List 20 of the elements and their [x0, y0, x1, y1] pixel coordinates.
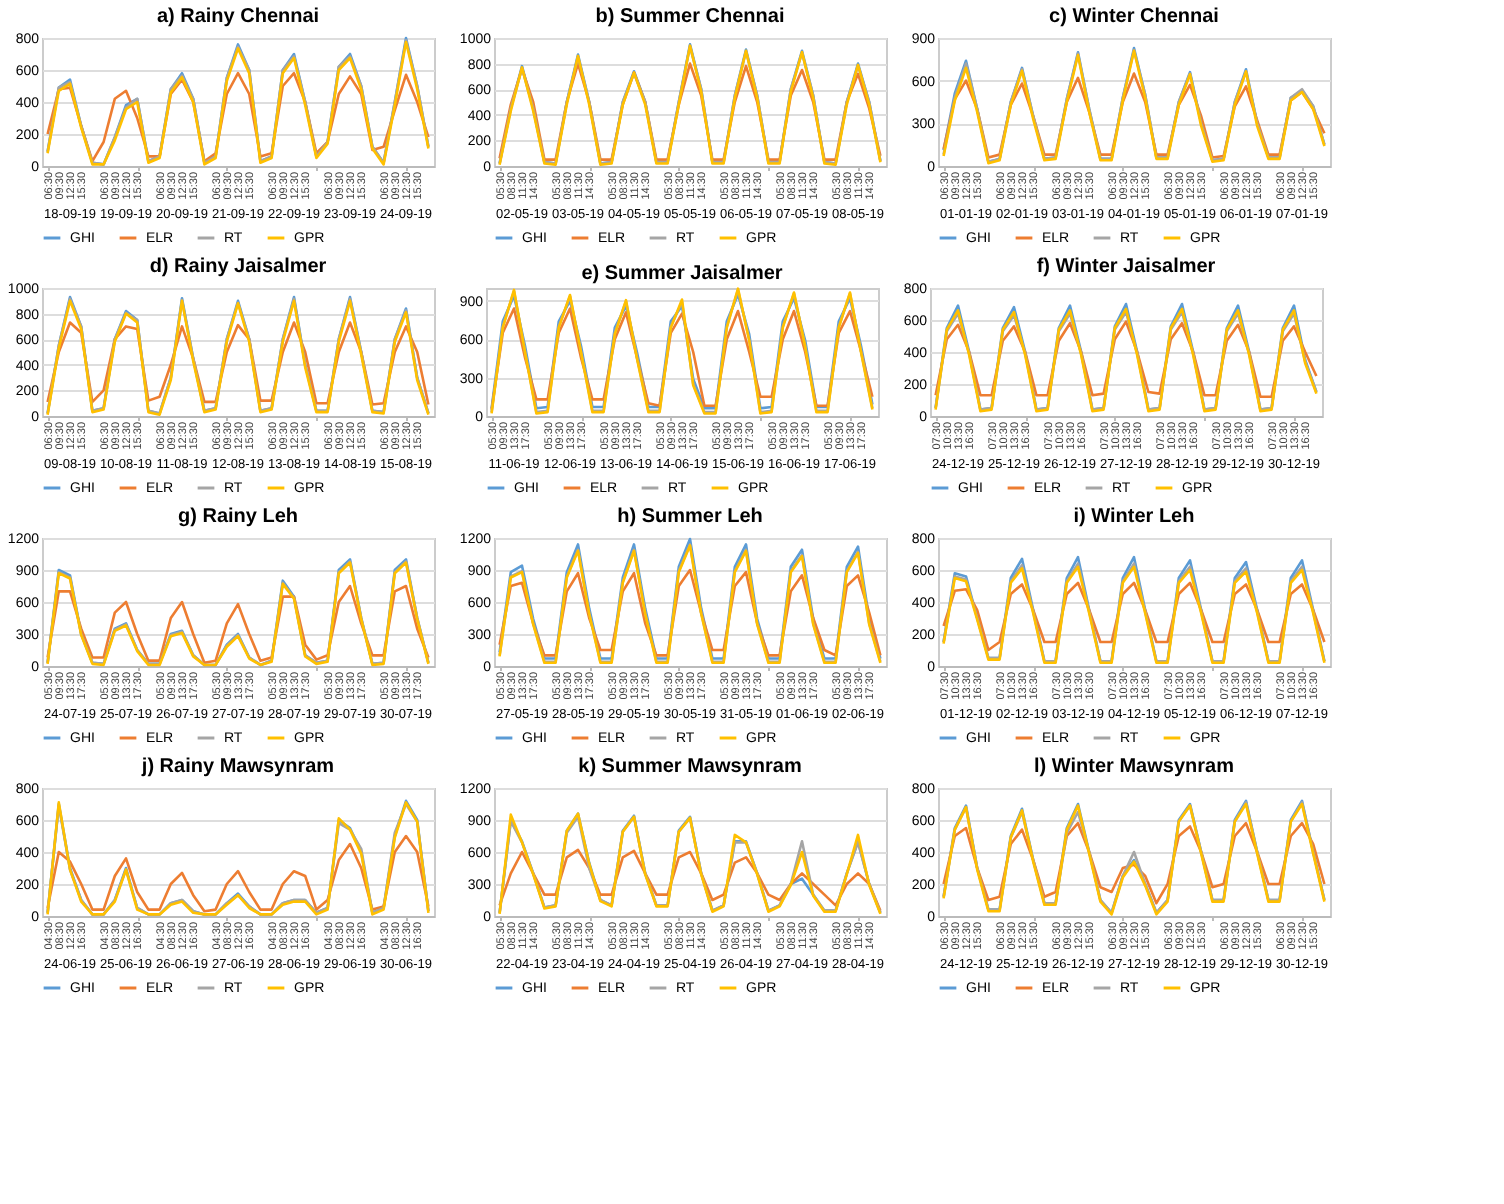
line-series — [942, 821, 1326, 905]
chart-title: e) Summer Jaisalmer — [581, 263, 783, 286]
chart-title: h) Summer Leh — [617, 506, 763, 528]
chart-title: f) Winter Jaisalmer — [1036, 256, 1216, 278]
line-series — [498, 568, 882, 657]
line-series — [46, 321, 430, 406]
chart-title: b) Summer Chennai — [595, 6, 785, 28]
chart-title: l) Winter Mawsynram — [1034, 756, 1235, 778]
line-series — [934, 320, 1318, 399]
line-series — [942, 581, 1326, 652]
chart-title: c) Winter Chennai — [1049, 6, 1220, 28]
line-series — [498, 848, 882, 912]
line-series — [46, 584, 430, 665]
chart-title: a) Rainy Chennai — [156, 6, 320, 28]
chart-title: k) Summer Mawsynram — [578, 756, 802, 778]
chart-title: d) Rainy Jaisalmer — [149, 256, 327, 278]
line-series — [46, 834, 430, 913]
chart-title: j) Rainy Mawsynram — [139, 756, 335, 778]
chart-title: g) Rainy Leh — [177, 506, 299, 528]
chart-title: i) Winter Leh — [1073, 506, 1195, 528]
